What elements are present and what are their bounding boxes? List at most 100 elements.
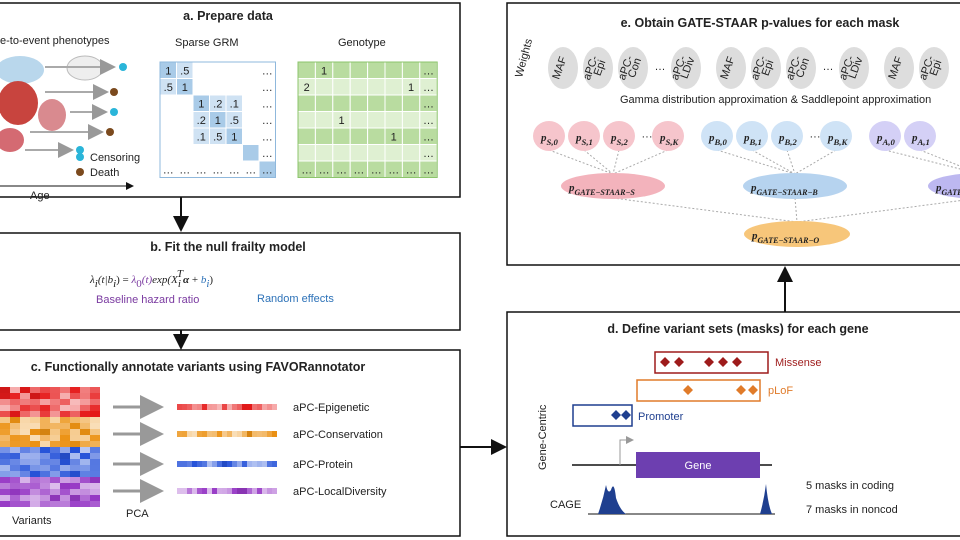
heat-cell: [10, 453, 20, 459]
heat-cell: [40, 501, 50, 507]
math: b: [201, 274, 207, 286]
cell: [332, 78, 351, 96]
strip-cell: [267, 461, 272, 467]
cell: [176, 111, 194, 129]
annotations: aPC-Epigenetic aPC-Conservation aPC-Protei…: [113, 395, 387, 503]
heat-cell: [10, 471, 20, 477]
heat-cell: [0, 483, 10, 489]
heat-cell: [20, 435, 30, 441]
heat-cell: [20, 501, 30, 507]
heat-cell: [50, 387, 60, 393]
edge: [919, 149, 960, 167]
cell: [159, 111, 177, 129]
heat-cell: [70, 459, 80, 465]
math: GATE−STAAR−S: [575, 188, 636, 197]
heat-cell: [50, 405, 60, 411]
strip-cell: [257, 431, 262, 437]
axis-label: Age: [30, 190, 50, 202]
cell: [314, 94, 334, 112]
heat-cell: [60, 489, 70, 495]
heat-cell: [10, 405, 20, 411]
heat-cell: [30, 465, 40, 471]
label: PCA: [126, 508, 149, 520]
cell: [159, 127, 177, 145]
math: B,1: [749, 137, 762, 147]
math: B,0: [714, 137, 728, 147]
math: p: [610, 132, 617, 144]
heat-cell: [20, 429, 30, 435]
heat-cell: [20, 411, 30, 417]
math: p: [751, 230, 758, 242]
heat-cell: [20, 423, 30, 429]
heat-cell: [50, 495, 60, 501]
panel-c-box: [0, 349, 461, 537]
heat-cell: [80, 435, 90, 441]
cell: [349, 144, 369, 162]
p-label: pS,1: [575, 132, 593, 147]
legend-label: Censoring: [90, 152, 140, 164]
heat-cell: [60, 429, 70, 435]
cell-text: …: [262, 65, 273, 77]
strip-cell: [207, 461, 212, 467]
heat-cell: [90, 459, 100, 465]
weight-label: Epi: [760, 58, 777, 77]
label: Weights: [513, 37, 535, 79]
cell: [176, 144, 194, 162]
heat-cell: [40, 477, 50, 483]
gene: [636, 452, 760, 478]
math: T: [177, 268, 184, 280]
p-label: pA,1: [911, 132, 930, 147]
strip-cell: [182, 431, 187, 437]
strip-cell: [227, 488, 232, 494]
strip-cell: [242, 431, 247, 437]
heat-cell: [0, 411, 10, 417]
heat-cell: [10, 495, 20, 501]
cell-text: …: [423, 115, 434, 127]
cell-text: …: [179, 164, 190, 176]
edge: [794, 149, 837, 175]
label: 5 masks in coding: [806, 480, 894, 492]
heat-cell: [10, 387, 20, 393]
p-node: [652, 121, 684, 151]
strip-cell: [232, 488, 237, 494]
strip-cell: [197, 404, 202, 410]
heat-cell: [60, 411, 70, 417]
cell-text: …: [196, 164, 207, 176]
strip-cell: [247, 488, 252, 494]
heat-cell: [70, 465, 80, 471]
heat-cell: [50, 471, 60, 477]
strip-cell: [187, 404, 192, 410]
cell: [401, 94, 421, 112]
heat-cell: [60, 495, 70, 501]
label: 7 masks in noncod: [806, 504, 898, 516]
heat-cell: [50, 465, 60, 471]
strip-cell: [202, 461, 207, 467]
cell-text: …: [423, 164, 434, 176]
heat-cell: [40, 447, 50, 453]
strip-cell: [177, 404, 182, 410]
strip-cell: [267, 488, 272, 494]
heat-cell: [60, 417, 70, 423]
cell: [332, 144, 351, 162]
heat-cell: [30, 441, 40, 447]
heat-cell: [0, 465, 10, 471]
cell: [314, 127, 334, 145]
cell-text: …: [406, 164, 417, 176]
cell: [401, 61, 421, 79]
heat-cell: [40, 399, 50, 405]
cell-text: .5: [213, 131, 222, 143]
heat-cell: [70, 387, 80, 393]
heat-cell: [40, 459, 50, 465]
panel-title: e. Obtain GATE-STAAR p-values for each m…: [621, 16, 900, 30]
cell: [159, 144, 177, 162]
strip-cell: [272, 404, 277, 410]
heat-cell: [50, 501, 60, 507]
cell-text: …: [262, 131, 273, 143]
cell-text: …: [423, 82, 434, 94]
heat-cell: [80, 477, 90, 483]
cell: [297, 94, 316, 112]
strip-cell: [272, 461, 277, 467]
cell: [209, 144, 227, 162]
heat-cell: [30, 483, 40, 489]
